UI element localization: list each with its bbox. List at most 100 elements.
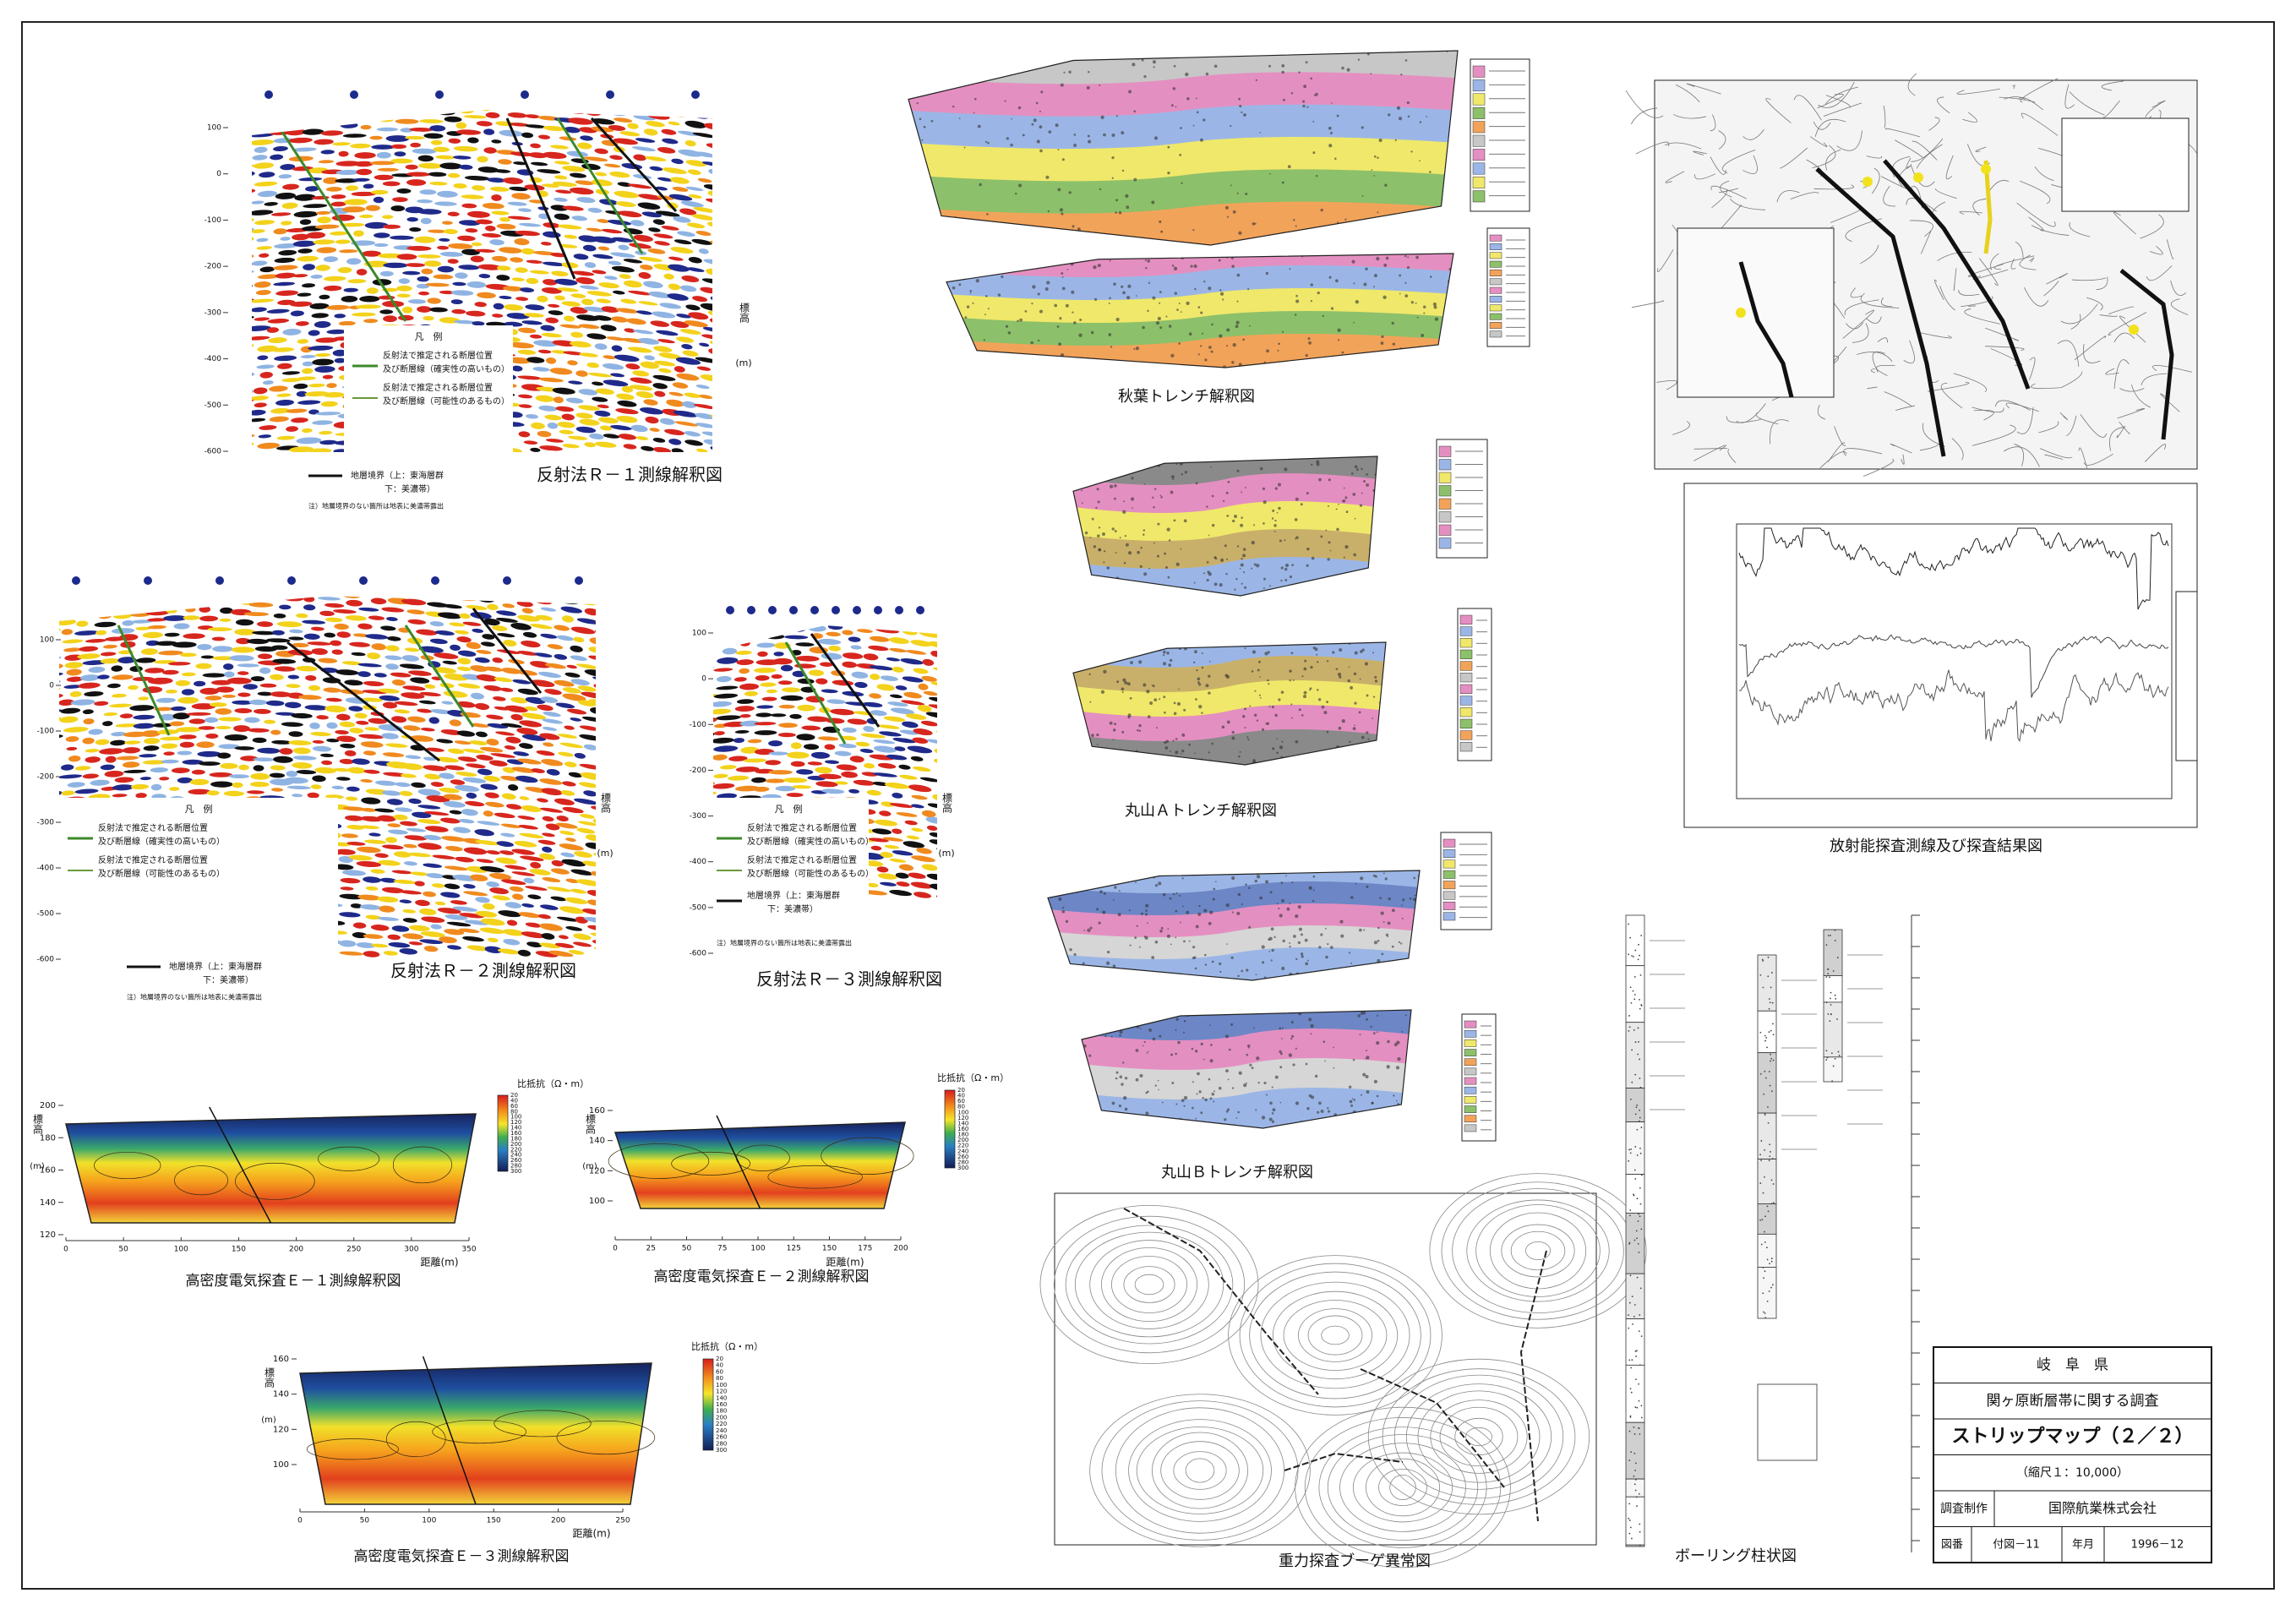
resistivity-contour	[94, 1151, 161, 1180]
seismic-event	[455, 129, 482, 135]
trench-grain	[1073, 144, 1077, 147]
map-line	[2012, 85, 2015, 90]
gravity-contour	[1304, 1417, 1502, 1558]
seismic-event	[466, 210, 490, 218]
seismic-event	[501, 793, 516, 800]
trench-grain	[1378, 967, 1382, 970]
legend-swatch	[1459, 661, 1473, 671]
map-line	[2069, 91, 2105, 116]
boring-grain	[1639, 1007, 1641, 1010]
seismic-event	[365, 886, 379, 891]
seismic-event	[304, 705, 328, 711]
trench-grain	[1259, 466, 1263, 471]
trench-grain	[1038, 360, 1042, 364]
seismic-event	[570, 626, 596, 635]
seismic-event	[466, 281, 487, 288]
map-line	[1814, 118, 1846, 137]
seismic-event	[700, 374, 712, 382]
seismic-event	[443, 690, 468, 698]
trench-grain	[1103, 892, 1106, 895]
seismic-event	[139, 754, 157, 758]
seismic-event	[525, 304, 545, 311]
seismic-event	[608, 124, 626, 131]
trench-grain	[1353, 1099, 1356, 1101]
seismic-event	[568, 772, 582, 778]
trench-grain	[1177, 1040, 1181, 1045]
seismic-event	[496, 610, 517, 616]
seismic-event	[679, 285, 697, 292]
seismic-event	[652, 374, 676, 381]
seismic-event	[587, 207, 603, 213]
seismic-event	[511, 365, 523, 372]
map-line	[1906, 198, 1937, 212]
seismic-event	[402, 918, 417, 923]
seismic-event	[673, 216, 691, 223]
seismic-event	[510, 257, 524, 263]
trench-grain	[1381, 335, 1384, 338]
map-line	[1928, 117, 1940, 131]
trench-grain	[1225, 345, 1229, 347]
trench-grain	[1339, 647, 1343, 652]
seismic-event	[428, 229, 447, 233]
seismic-event	[264, 719, 276, 724]
seismic-event	[418, 291, 429, 296]
seismic-event	[223, 663, 234, 670]
map-line	[1958, 290, 1980, 296]
seismic-event	[735, 650, 752, 655]
trench-grain	[1175, 1018, 1179, 1021]
seismic-event	[385, 837, 397, 843]
trench-grain	[1225, 254, 1230, 259]
seismic-event	[318, 122, 332, 126]
trench-grain	[1366, 483, 1370, 487]
trench-grain	[1230, 243, 1235, 245]
trench-grain	[1362, 1072, 1366, 1077]
trench-grain	[1203, 1058, 1205, 1061]
seismic-event	[259, 266, 275, 273]
trench-grain	[1146, 1052, 1148, 1054]
legend-swatch	[1464, 1096, 1477, 1104]
seismic-event	[817, 736, 839, 741]
trench-grain	[1335, 279, 1339, 283]
legend-box	[59, 798, 338, 959]
seismic-event	[713, 708, 732, 715]
x-tick-label: 350	[461, 1246, 476, 1254]
trench-grain	[1079, 663, 1083, 668]
map-line	[1850, 287, 1863, 298]
map-line	[1995, 400, 2031, 411]
gravity-contour	[1525, 1241, 1551, 1261]
seismic-event	[177, 750, 193, 756]
trench-grain	[1433, 305, 1437, 309]
seismic-event	[391, 925, 410, 932]
seismic-event	[671, 448, 684, 452]
seismic-event	[450, 299, 463, 305]
trench-grain	[1408, 1068, 1410, 1071]
trench-grain	[1139, 1073, 1143, 1078]
trench-grain	[1028, 51, 1031, 54]
map-line	[2005, 402, 2039, 412]
seismic-event	[234, 746, 255, 750]
trench-grain	[1222, 298, 1224, 301]
seismic-event	[210, 679, 232, 685]
trench-grain	[1244, 647, 1246, 650]
trench-grain	[1173, 519, 1176, 522]
seismic-event	[647, 248, 666, 254]
seismic-event	[652, 438, 666, 443]
seismic-event	[59, 663, 63, 670]
gravity-contour	[1321, 1325, 1350, 1345]
seismic-event	[519, 743, 533, 750]
trench-grain	[1281, 966, 1285, 971]
trench-grain	[1235, 1117, 1238, 1119]
trench-grain	[1256, 875, 1261, 879]
trench-grain	[1310, 299, 1312, 303]
trench-grain	[1317, 1110, 1320, 1114]
seismic-event	[541, 933, 555, 940]
trench-grain	[1312, 875, 1316, 878]
boring-grain	[1634, 1406, 1637, 1409]
trench-grain	[1387, 936, 1388, 937]
seismic-event	[654, 360, 676, 367]
seismic-event	[382, 752, 405, 757]
trench-grain	[1128, 909, 1131, 912]
trench-grain	[1105, 961, 1110, 965]
trench-grain	[1352, 493, 1356, 496]
seismic-event	[496, 841, 514, 848]
